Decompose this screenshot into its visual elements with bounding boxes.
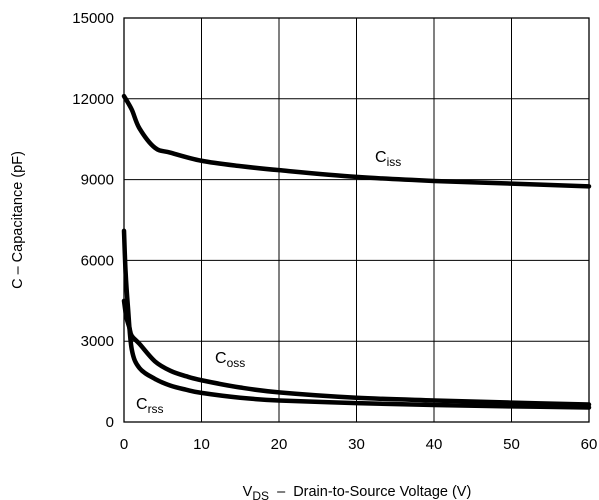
x-tick-label: 20 xyxy=(271,436,288,453)
x-axis-title-rest: – Drain-to-Source Voltage (V) xyxy=(269,484,471,500)
y-tick-label: 3000 xyxy=(81,333,114,350)
series-labels: Ciss Coss Crss xyxy=(136,149,401,416)
y-tick-label: 6000 xyxy=(81,252,114,269)
y-tick-label: 0 xyxy=(106,414,114,431)
series-lines xyxy=(121,93,592,410)
y-tick-label: 9000 xyxy=(81,172,114,189)
plot-frame xyxy=(123,17,590,423)
y-axis-title: C – Capacitance (pF) xyxy=(10,151,26,289)
tick-labels: 0 10 20 30 40 50 60 0 3000 6000 9000 12000 15000 xyxy=(72,10,597,453)
x-tick-label: 60 xyxy=(581,436,598,453)
x-axis-title-main: V xyxy=(243,484,253,500)
x-axis-title-sub: DS xyxy=(252,489,269,500)
x-tick-label: 40 xyxy=(426,436,443,453)
series-label-ciss: Ciss xyxy=(375,149,401,169)
y-tick-label: 15000 xyxy=(72,10,114,27)
series-label-crss: Crss xyxy=(136,396,164,416)
x-tick-label: 0 xyxy=(120,436,128,453)
x-tick-label: 10 xyxy=(193,436,210,453)
series-line-crss xyxy=(121,228,592,410)
series-line-ciss xyxy=(121,93,592,189)
series-label-coss: Coss xyxy=(215,350,245,370)
y-tick-label: 12000 xyxy=(72,91,114,108)
x-tick-label: 50 xyxy=(503,436,520,453)
x-tick-label: 30 xyxy=(348,436,365,453)
x-axis-title: VDS – Drain-to-Source Voltage (V) xyxy=(243,484,472,500)
grid xyxy=(124,18,589,422)
